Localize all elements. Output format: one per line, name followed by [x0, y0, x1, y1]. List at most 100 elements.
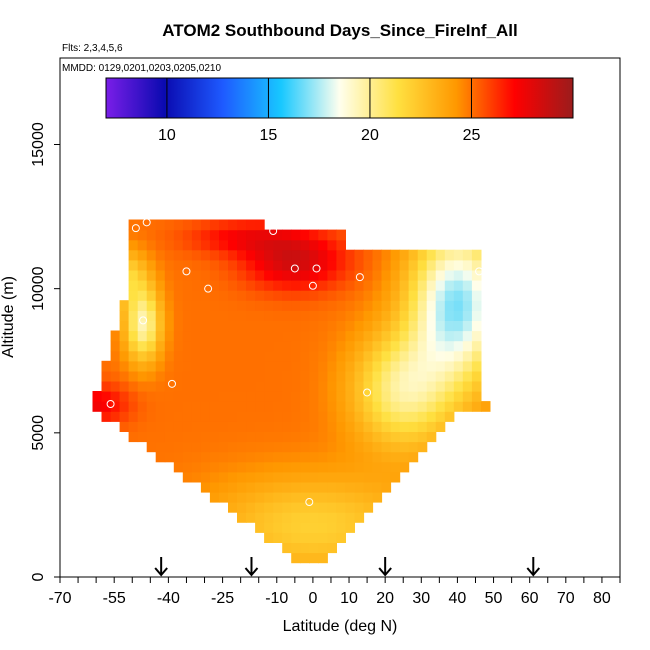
sample-points [77, 218, 494, 507]
heatmap-cell [345, 512, 355, 523]
heatmap-cell [209, 451, 220, 463]
heatmap-cell [354, 290, 365, 301]
heatmap-cell [435, 280, 446, 291]
heatmap-cell [128, 391, 139, 402]
heatmap-cell [381, 401, 392, 412]
heatmap-cell [191, 219, 202, 231]
heatmap-cell [309, 249, 319, 261]
heatmap-cell [399, 401, 410, 412]
heatmap-cell [309, 391, 319, 402]
heatmap-cell [300, 532, 310, 543]
heatmap-cell [363, 330, 374, 342]
heatmap-cell [282, 380, 292, 392]
heatmap-cell [255, 229, 265, 241]
heatmap-cell [390, 269, 401, 281]
heatmap-cell [300, 522, 310, 533]
heatmap-cell [191, 360, 202, 372]
heatmap-cell [246, 380, 256, 392]
heatmap-cell [453, 370, 464, 382]
heatmap-cell [354, 481, 365, 493]
heatmap-cell [146, 401, 157, 412]
heatmap-cell [219, 219, 229, 231]
heatmap-cell [200, 411, 211, 422]
heatmap-cell [300, 310, 310, 321]
heatmap-cell [282, 290, 292, 301]
heatmap-cell [155, 280, 166, 291]
colorbar-tick-label: 15 [260, 127, 278, 144]
heatmap-cell [209, 391, 220, 402]
heatmap-cell [408, 401, 419, 412]
heatmap-cell [273, 280, 283, 291]
heatmap-cell [408, 391, 419, 402]
heatmap-cell [264, 522, 274, 533]
heatmap-cell [291, 380, 301, 392]
heatmap-cell [327, 421, 337, 432]
heatmap-cell [282, 249, 292, 261]
heatmap-cell [209, 229, 220, 241]
heatmap-cell [164, 300, 175, 311]
heatmap-cell [137, 360, 148, 372]
heatmap-cell [363, 360, 374, 372]
heatmap-cell [273, 320, 283, 332]
heatmap-cell [237, 491, 247, 503]
heatmap-cell [318, 542, 328, 554]
heatmap-cell [399, 391, 410, 402]
heatmap-cell [300, 441, 310, 453]
heatmap-cell [453, 269, 464, 281]
heatmap-cell [246, 340, 256, 352]
heatmap-cell [255, 219, 265, 231]
heatmap-cell [363, 411, 374, 422]
heatmap-cell [173, 340, 184, 352]
heatmap-cell [318, 300, 328, 311]
heatmap-cell [345, 391, 355, 402]
heatmap-cell [435, 370, 446, 382]
sample-point [308, 281, 317, 290]
heatmap-cell [173, 360, 184, 372]
heatmap-cell [444, 401, 455, 412]
heatmap-cell [435, 259, 446, 271]
heatmap-cell [462, 320, 473, 332]
heatmap-cell [246, 491, 256, 503]
heatmap-cell [164, 330, 175, 342]
heatmap-cell [399, 269, 410, 281]
sample-point [77, 408, 86, 417]
heatmap-cell [282, 431, 292, 443]
heatmap-cell [164, 360, 175, 372]
heatmap-cell [399, 350, 410, 362]
heatmap-cell [354, 269, 365, 281]
heatmap-cell [453, 280, 464, 291]
heatmap-cell [264, 391, 274, 402]
heatmap-cell [200, 290, 211, 301]
heatmap-cell [191, 380, 202, 392]
heatmap-cell [146, 269, 157, 281]
heatmap-cell [408, 290, 419, 301]
heatmap-cell [399, 431, 410, 443]
heatmap-cell [345, 280, 355, 291]
heatmap-cell [191, 401, 202, 412]
heatmap-cell [282, 320, 292, 332]
heatmap-cell [264, 360, 274, 372]
heatmap-cell [354, 411, 365, 422]
heatmap-cell [264, 269, 274, 281]
plot-frame [59, 57, 621, 578]
heatmap-cell [345, 380, 355, 392]
heatmap-cell [372, 370, 383, 382]
heatmap-cell [327, 350, 337, 362]
heatmap-cell [345, 259, 355, 271]
heatmap-cell [146, 411, 157, 422]
heatmap-cell [354, 502, 365, 513]
heatmap-cell [155, 411, 166, 422]
heatmap-cell [336, 370, 346, 382]
heatmap-cell [345, 411, 355, 422]
heatmap-cell [372, 481, 383, 493]
heatmap-cell [264, 340, 274, 352]
heatmap-cell [291, 461, 301, 473]
sample-point [139, 316, 148, 325]
heatmap-cell [119, 360, 130, 372]
heatmap-cell [219, 350, 229, 362]
heatmap-cell [336, 481, 346, 493]
heatmap-cell [110, 340, 121, 352]
heatmap-cell [119, 401, 130, 412]
heatmap-cell [255, 370, 265, 382]
heatmap-cell [291, 471, 301, 483]
